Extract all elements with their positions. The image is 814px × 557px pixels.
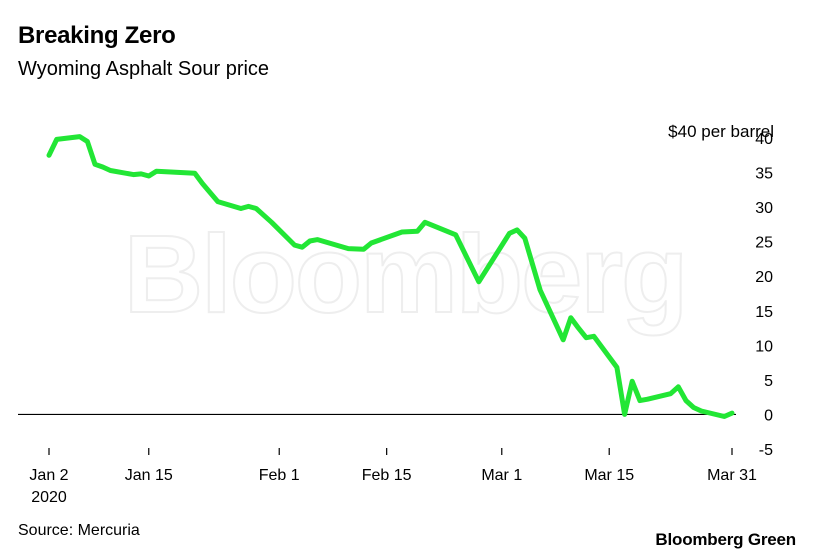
price-line: [46, 134, 735, 419]
brand-logo: Bloomberg Green: [655, 530, 796, 549]
y-tick-label: 30: [755, 200, 773, 217]
y-tick-label: 5: [764, 373, 773, 390]
source-note: Source: Mercuria: [18, 522, 140, 539]
x-tick-label: Feb 1: [259, 467, 300, 484]
y-tick-label: 15: [755, 304, 773, 321]
x-tick-sublabel: 2020: [31, 489, 67, 506]
y-tick-label: 0: [764, 407, 773, 424]
chart-title: Breaking Zero: [18, 22, 176, 49]
x-tick-label: Mar 31: [707, 467, 757, 484]
y-tick-label: 25: [755, 235, 773, 252]
y-tick-label: 40: [755, 131, 773, 148]
x-tick-label: Mar 1: [481, 467, 522, 484]
y-tick-label: -5: [759, 442, 773, 459]
x-tick-label: Mar 15: [584, 467, 634, 484]
x-tick-label: Feb 15: [362, 467, 412, 484]
y-axis: 40 35 30 25 20 15 10 5 0 -5: [755, 131, 773, 459]
y-tick-label: 10: [755, 338, 773, 355]
y-tick-label: 20: [755, 269, 773, 286]
x-tick-label: Jan 15: [125, 467, 173, 484]
x-axis: Jan 2 2020 Jan 15 Feb 1 Feb 15 Mar 1 Mar 15 Mar…: [29, 448, 757, 506]
y-tick-label: 35: [755, 166, 773, 183]
y-axis-unit-label: $40 per barrel: [668, 122, 774, 141]
chart-subtitle: Wyoming Asphalt Sour price: [18, 58, 270, 80]
x-tick-label: Jan 2: [29, 467, 68, 484]
